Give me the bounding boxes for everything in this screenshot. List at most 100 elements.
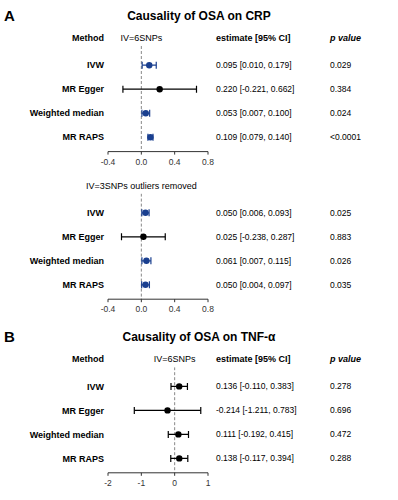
error-bar <box>168 431 188 438</box>
x-tick-label: 0.0 <box>135 304 147 314</box>
column-header: Method <box>72 33 104 43</box>
p-label: 0.472 <box>330 429 352 439</box>
title: Causality of OSA on TNF-α <box>123 330 277 344</box>
x-tick <box>141 299 142 302</box>
ci-cap <box>170 383 171 390</box>
ci-cap <box>187 383 188 390</box>
ci-cap <box>188 431 189 438</box>
x-tick <box>141 473 142 476</box>
estimate-point <box>147 134 153 140</box>
estimate-point <box>143 110 149 116</box>
method-label: IVW <box>87 208 105 218</box>
method-label: MR RAPS <box>62 132 104 142</box>
x-tick <box>174 152 175 155</box>
ci-label: 0.061 [0.007, 0.115] <box>216 256 291 266</box>
p-label: 0.288 <box>330 453 352 463</box>
x-tick <box>174 473 175 476</box>
column-header: estimate [95% CI] <box>216 354 291 364</box>
panel: ACausality of OSA on CRPIV=6SNPsMethodes… <box>4 7 361 167</box>
x-tick <box>141 152 142 155</box>
ci-cap <box>196 86 197 93</box>
ci-cap <box>122 86 123 93</box>
ci-cap <box>141 281 142 288</box>
ci-cap <box>187 455 188 462</box>
ci-cap <box>141 110 142 117</box>
error-bar <box>142 257 151 264</box>
error-bar <box>142 110 150 117</box>
ci-label: 0.053 [0.007, 0.100] <box>216 108 292 118</box>
ci-cap <box>142 62 143 69</box>
p-label: <0.0001 <box>330 132 361 142</box>
error-bar <box>171 383 187 390</box>
x-tick-label: 0.8 <box>202 304 214 314</box>
p-label: 0.384 <box>330 84 352 94</box>
ci-label: 0.111 [-0.192, 0.415] <box>216 429 293 439</box>
ci-cap <box>141 257 142 264</box>
estimate-point <box>146 62 152 68</box>
x-tick <box>208 152 209 155</box>
ci-label: 0.136 [-0.110, 0.383] <box>216 381 294 391</box>
p-label: 0.883 <box>330 232 352 242</box>
method-label: MR RAPS <box>62 454 104 464</box>
x-tick-label: -0.4 <box>101 304 116 314</box>
ci-label: 0.220 [-0.221, 0.662] <box>216 84 294 94</box>
ci-cap <box>170 455 171 462</box>
p-label: 0.278 <box>330 381 352 391</box>
panel: IV=3SNPs outliers removedIVW0.050 [0.006… <box>30 181 352 315</box>
ci-cap <box>121 233 122 240</box>
x-tick-label: -0.4 <box>101 157 116 167</box>
title: Causality of OSA on CRP <box>127 9 271 23</box>
ci-cap <box>165 233 166 240</box>
x-tick-label: -2 <box>104 478 112 488</box>
ci-label: 0.050 [0.006, 0.093] <box>216 208 292 218</box>
error-bar <box>134 407 200 414</box>
x-tick <box>174 299 175 302</box>
method-label: IVW <box>87 382 105 392</box>
section-label: IV=6SNPs <box>154 354 196 364</box>
estimate-point <box>164 407 170 413</box>
method-label: Weighted median <box>30 256 104 266</box>
x-tick-label: 0.4 <box>169 304 181 314</box>
error-bar <box>148 134 153 141</box>
p-label: 0.026 <box>330 256 352 266</box>
estimate-point <box>140 234 146 240</box>
ci-label: 0.025 [-0.238, 0.287] <box>216 232 294 242</box>
x-tick-label: -1 <box>138 478 146 488</box>
background <box>0 0 398 500</box>
error-bar <box>142 209 149 216</box>
x-tick <box>108 152 109 155</box>
ci-label: 0.095 [0.010, 0.179] <box>216 60 292 70</box>
column-header: p value <box>329 354 361 364</box>
error-bar <box>142 281 150 288</box>
ci-cap <box>200 407 201 414</box>
x-axis <box>108 472 208 473</box>
reference-line <box>141 46 142 152</box>
ci-cap <box>149 281 150 288</box>
x-tick <box>108 473 109 476</box>
plot-area <box>123 46 197 152</box>
estimate-point <box>142 210 148 216</box>
ci-cap <box>149 110 150 117</box>
ci-label: -0.214 [-1.211, 0.783] <box>216 405 297 415</box>
column-header: estimate [95% CI] <box>216 33 291 43</box>
estimate-point <box>142 282 148 288</box>
method-label: Weighted median <box>30 430 104 440</box>
plot-area <box>122 194 166 300</box>
x-tick-label: 0 <box>172 478 177 488</box>
x-tick <box>108 299 109 302</box>
method-label: MR RAPS <box>62 280 104 290</box>
x-tick-label: 0.8 <box>202 157 214 167</box>
method-label: MR Egger <box>62 84 105 94</box>
panel-label: B <box>4 328 15 345</box>
x-tick-label: 1 <box>206 478 211 488</box>
x-axis <box>108 299 208 300</box>
x-tick <box>208 473 209 476</box>
ci-cap <box>168 431 169 438</box>
estimate-point <box>143 258 149 264</box>
ci-label: 0.138 [-0.117, 0.394] <box>216 453 294 463</box>
panel-label: A <box>4 7 15 24</box>
plot-area <box>134 367 200 473</box>
method-label: MR Egger <box>62 406 105 416</box>
chart: A Causality of OSA on CRP IV=6SNPs Method es… <box>0 0 398 500</box>
method-label: MR Egger <box>62 232 105 242</box>
